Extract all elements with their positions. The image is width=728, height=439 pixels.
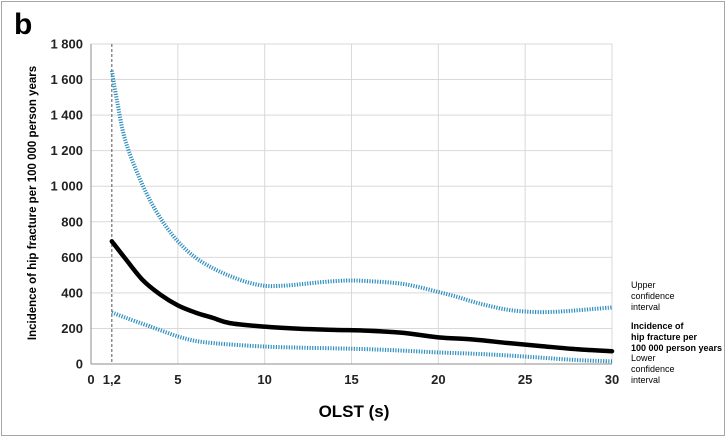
grid xyxy=(90,43,613,365)
x-tick-label: 1,2 xyxy=(103,372,121,387)
series-group xyxy=(109,70,615,364)
lower-ci-line xyxy=(111,310,613,364)
y-tick-label: 1 200 xyxy=(50,143,83,158)
x-tick-label: 0 xyxy=(87,372,94,387)
x-tick-label: 30 xyxy=(605,372,619,387)
x-axis-title: OLST (s) xyxy=(319,402,390,421)
y-tick-label: 600 xyxy=(61,250,83,265)
x-tick-label: 20 xyxy=(431,372,445,387)
y-tick-label: 0 xyxy=(76,357,83,372)
legend-lower-ci: Lower confidence interval xyxy=(631,353,675,385)
y-tick-label: 1 400 xyxy=(50,108,83,123)
y-axis-title: Incidence of hip fracture per 100 000 pe… xyxy=(27,66,39,340)
legend: Upper confidence interval Incidence of hip f… xyxy=(631,280,722,385)
incidence-line xyxy=(109,239,615,354)
y-tick-label: 1 000 xyxy=(50,179,83,194)
y-tick-label: 400 xyxy=(61,285,83,300)
y-tick-label: 1 800 xyxy=(50,37,83,52)
panel-label: b xyxy=(14,8,32,41)
y-tick-label: 800 xyxy=(61,214,83,229)
y-tick-labels: 0 200 400 600 800 1 000 1 200 1 400 1 600 1 800 xyxy=(50,37,83,372)
x-tick-labels: 0 1,2 5 10 15 20 25 30 xyxy=(87,372,619,387)
upper-ci-line xyxy=(109,70,613,315)
x-tick-label: 25 xyxy=(518,372,532,387)
x-tick-label: 15 xyxy=(344,372,358,387)
y-tick-label: 1 600 xyxy=(50,72,83,87)
legend-upper-ci: Upper confidence interval xyxy=(631,280,675,312)
x-tick-label: 5 xyxy=(174,372,181,387)
legend-incidence: Incidence of hip fracture per 100 000 pers… xyxy=(631,321,722,353)
x-tick-label: 10 xyxy=(257,372,271,387)
y-tick-label: 200 xyxy=(61,321,83,336)
